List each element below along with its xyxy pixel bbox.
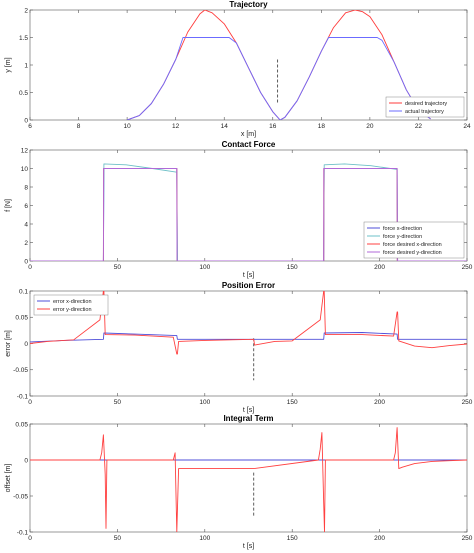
legend-entry: force desired x-direction — [383, 242, 442, 248]
x-tick-label: 150 — [287, 399, 298, 406]
y-tick-label: 2 — [24, 240, 28, 247]
x-tick-label: 0 — [28, 535, 32, 542]
plot-frame — [29, 423, 468, 533]
y-tick-label: 0 — [24, 258, 28, 265]
legend-entry: force y-direction — [383, 234, 422, 240]
y-tick-label: 10 — [21, 166, 29, 173]
x-tick-label: 250 — [462, 264, 473, 271]
y-tick-label: 0 — [24, 341, 28, 348]
y-tick-label: -0.1 — [17, 529, 29, 536]
series-line-2 — [126, 37, 431, 120]
chart-title: Contact Force — [222, 140, 276, 149]
x-tick-label: 18 — [318, 123, 326, 130]
y-tick-label: 4 — [24, 221, 28, 228]
y-tick-label: -0.05 — [13, 493, 28, 500]
series-line-4 — [30, 168, 467, 261]
y-axis-label: offset [m] — [5, 464, 12, 493]
x-tick-label: 16 — [269, 123, 277, 130]
series-line-1 — [126, 10, 431, 120]
x-tick-label: 150 — [287, 264, 298, 271]
x-tick-label: 14 — [221, 123, 229, 130]
x-tick-label: 0 — [28, 264, 32, 271]
x-axis-label: t [s] — [243, 543, 254, 550]
y-tick-label: 8 — [24, 184, 28, 191]
legend-entry: error y-direction — [53, 307, 92, 313]
legend-box — [385, 96, 465, 118]
x-axis-label: t [s] — [243, 407, 254, 414]
y-axis-label: error [m] — [5, 330, 12, 357]
x-tick-label: 50 — [114, 399, 122, 406]
y-tick-label: 1 — [24, 62, 28, 69]
chart-title: Integral Term — [223, 414, 273, 423]
x-axis-label: t [s] — [243, 272, 254, 279]
legend: desired trajectory actual trajectory — [385, 96, 465, 118]
legend-entry: force desired y-direction — [383, 250, 442, 256]
legend-box — [363, 221, 465, 259]
x-tick-label: 10 — [123, 123, 131, 130]
y-tick-label: 0.05 — [15, 315, 28, 322]
x-tick-label: 250 — [462, 399, 473, 406]
x-tick-label: 100 — [199, 399, 210, 406]
x-tick-label: 0 — [28, 399, 32, 406]
x-axis-label: x [m] — [241, 131, 256, 138]
y-tick-label: -0.1 — [17, 393, 29, 400]
y-tick-label: -0.05 — [13, 367, 28, 374]
x-tick-label: 200 — [374, 535, 385, 542]
x-tick-label: 8 — [77, 123, 81, 130]
y-tick-label: 2 — [24, 7, 28, 14]
x-tick-label: 12 — [172, 123, 180, 130]
x-tick-label: 6 — [28, 123, 32, 130]
y-tick-label: 0 — [24, 117, 28, 124]
x-tick-label: 200 — [374, 399, 385, 406]
y-axis-label: f [N] — [5, 199, 12, 212]
x-tick-label: 50 — [114, 264, 122, 271]
series-group — [126, 10, 431, 120]
series-group — [30, 291, 467, 355]
chart-panel-4: Integral Term 0 50 100 150 200 250 -0.1 -0.05 0 0.… — [5, 414, 473, 550]
series-group — [30, 427, 467, 532]
x-tick-label: 22 — [415, 123, 423, 130]
x-tick-label: 200 — [374, 264, 385, 271]
legend: error x-direction error y-direction — [33, 294, 109, 316]
series-line-2 — [30, 291, 467, 355]
legend: force x-direction force y-direction force … — [363, 221, 465, 259]
y-tick-label: 0.1 — [19, 288, 28, 295]
y-tick-label: 12 — [21, 147, 29, 154]
legend-box — [33, 294, 109, 316]
chart-panel-1: Trajectory 6 8 10 12 14 16 18 20 22 24 0 0.5 1 1.5 2 x [… — [5, 0, 471, 138]
chart-panel-3: Position Error 0 50 100 150 200 250 -0.1 -0.05 0 0… — [5, 281, 473, 414]
legend-entry: force x-direction — [383, 226, 422, 232]
series-group — [30, 163, 467, 261]
x-tick-label: 50 — [114, 535, 122, 542]
y-tick-label: 0 — [24, 457, 28, 464]
x-tick-label: 100 — [199, 264, 210, 271]
legend-entry: actual trajectory — [405, 109, 444, 115]
chart-title: Position Error — [222, 281, 275, 290]
x-tick-label: 250 — [462, 535, 473, 542]
y-tick-label: 6 — [24, 203, 28, 210]
x-tick-label: 20 — [366, 123, 374, 130]
chart-panel-2: Contact Force 0 50 100 150 200 250 0 2 4 6 8 10 12 t [… — [5, 140, 473, 279]
legend-entry: error x-direction — [53, 299, 92, 305]
series-line-2 — [30, 427, 467, 532]
chart-title: Trajectory — [229, 0, 268, 9]
x-tick-label: 100 — [199, 535, 210, 542]
legend-entry: desired trajectory — [405, 101, 447, 107]
x-tick-label: 150 — [287, 535, 298, 542]
y-tick-label: 0.05 — [15, 421, 28, 428]
x-tick-label: 24 — [463, 123, 471, 130]
y-axis-label: y [m] — [5, 57, 12, 72]
y-tick-label: 1.5 — [19, 35, 28, 42]
y-tick-label: 0.5 — [19, 90, 28, 97]
